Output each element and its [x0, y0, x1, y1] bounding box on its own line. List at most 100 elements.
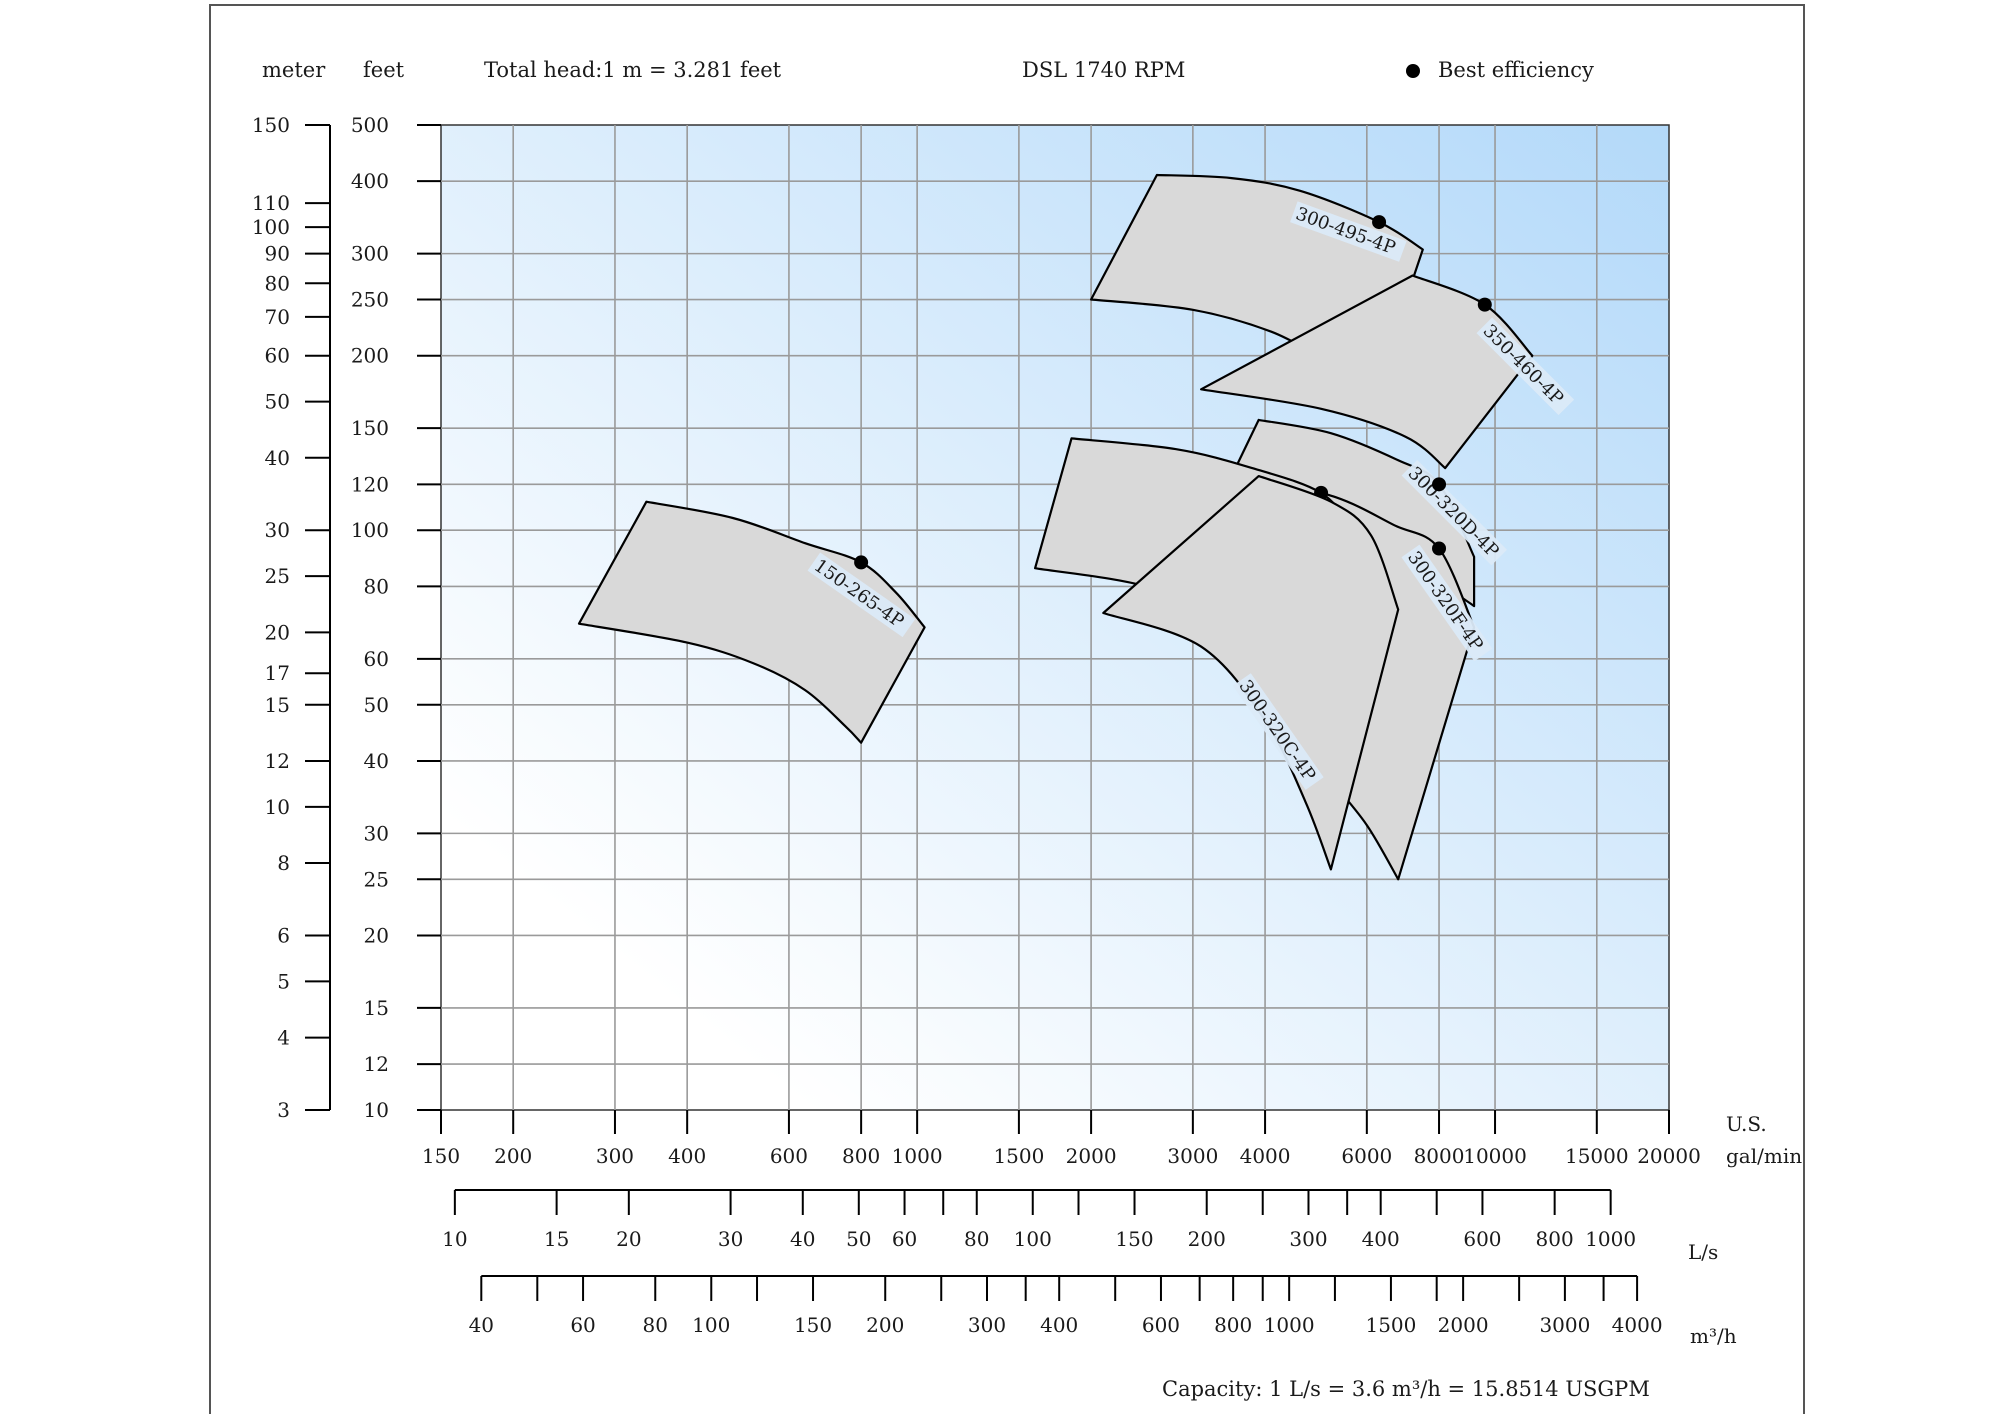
usgpm-unit-line2: gal/min [1726, 1144, 1802, 1168]
usgpm-unit-line1: U.S. [1726, 1112, 1767, 1136]
capacity-note: Capacity: 1 L/s = 3.6 m³/h = 15.8514 USG… [1162, 1377, 1650, 1401]
feet-tick-label-40: 40 [364, 749, 389, 773]
ls-scale-tick-label-80: 80 [964, 1227, 989, 1251]
feet-tick-label-300: 300 [351, 242, 389, 266]
meter-tick-label-17: 17 [265, 661, 290, 685]
bep-marker-300-320f-4p [1432, 541, 1447, 556]
meter-tick-label-80: 80 [265, 271, 290, 295]
ls-scale-tick-label-10: 10 [442, 1227, 467, 1251]
region-150-265-4p [577, 500, 926, 744]
m3h-scale-tick-label-2000: 2000 [1438, 1313, 1489, 1337]
meter-tick-label-150: 150 [252, 113, 290, 137]
feet-tick-label-120: 120 [351, 472, 389, 496]
m3h-scale-tick-label-800: 800 [1214, 1313, 1252, 1337]
usgpm-tick-label-1500: 1500 [993, 1144, 1044, 1168]
performance-regions: 150-265-4P300-495-4P350-460-4P300-320D-4… [577, 173, 1575, 881]
region-label-bg-300-495-4p [1290, 201, 1407, 262]
ls-scale-tick-label-100: 100 [1014, 1227, 1052, 1251]
feet-tick-label-100: 100 [351, 518, 389, 542]
usgpm-tick-label-600: 600 [770, 1144, 808, 1168]
usgpm-tick-label-300: 300 [596, 1144, 634, 1168]
region-label-bg-150-265-4p [807, 552, 916, 638]
region-label-bg-300-320d-4p [1401, 459, 1508, 566]
feet-tick-label-20: 20 [364, 923, 389, 947]
meter-tick-label-6: 6 [277, 923, 290, 947]
chart-title: DSL 1740 RPM [1022, 58, 1185, 82]
usgpm-tick-label-20000: 20000 [1637, 1144, 1701, 1168]
feet-tick-label-10: 10 [364, 1098, 389, 1122]
m3h-scale-tick-label-40: 40 [469, 1313, 494, 1337]
ls-scale-tick-label-300: 300 [1289, 1227, 1327, 1251]
meter-tick-label-25: 25 [265, 564, 290, 588]
feet-tick-label-25: 25 [364, 867, 389, 891]
ls-scale-tick-label-15: 15 [544, 1227, 569, 1251]
m3h-scale-tick-label-1000: 1000 [1264, 1313, 1315, 1337]
ls-scale-tick-label-1000: 1000 [1585, 1227, 1636, 1251]
feet-tick-label-50: 50 [364, 693, 389, 717]
feet-tick-label-250: 250 [351, 288, 389, 312]
feet-tick-label-15: 15 [364, 996, 389, 1020]
usgpm-tick-label-200: 200 [494, 1144, 532, 1168]
meter-tick-label-4: 4 [277, 1026, 290, 1050]
usgpm-tick-label-8000: 8000 [1414, 1144, 1465, 1168]
m3h-scale-tick-label-4000: 4000 [1612, 1313, 1663, 1337]
region-300-320c-4p [1102, 475, 1400, 871]
meter-tick-label-100: 100 [252, 215, 290, 239]
axes: 10 12 15 20 25 30 40 50 60 80 100 120 150 200 250 300 40… [252, 113, 1701, 1337]
bep-marker-350-460-4p [1477, 297, 1492, 312]
ls-scale-tick-label-30: 30 [718, 1227, 743, 1251]
m3h-scale-tick-label-100: 100 [692, 1313, 730, 1337]
region-label-bg-350-460-4p [1476, 317, 1575, 416]
usgpm-tick-label-400: 400 [668, 1144, 706, 1168]
bep-marker-300-495-4p [1372, 215, 1387, 230]
meter-tick-label-15: 15 [265, 693, 290, 717]
meter-tick-label-10: 10 [265, 795, 290, 819]
feet-tick-label-60: 60 [364, 647, 389, 671]
meter-tick-label-110: 110 [252, 191, 290, 215]
meter-tick-label-3: 3 [277, 1098, 290, 1122]
usgpm-tick-label-15000: 15000 [1565, 1144, 1629, 1168]
ls-scale-tick-label-400: 400 [1362, 1227, 1400, 1251]
usgpm-tick-label-800: 800 [842, 1144, 880, 1168]
usgpm-tick-label-10000: 10000 [1463, 1144, 1527, 1168]
usgpm-tick-label-150: 150 [422, 1144, 460, 1168]
meter-tick-label-12: 12 [265, 749, 290, 773]
ls-scale-tick-label-60: 60 [892, 1227, 917, 1251]
meter-tick-label-30: 30 [265, 518, 290, 542]
m3h-scale-tick-label-1500: 1500 [1365, 1313, 1416, 1337]
meter-tick-label-20: 20 [265, 620, 290, 644]
feet-tick-label-30: 30 [364, 821, 389, 845]
meter-tick-label-8: 8 [277, 851, 290, 875]
ls-unit-label: L/s [1688, 1240, 1718, 1264]
m3h-scale-tick-label-300: 300 [968, 1313, 1006, 1337]
usgpm-tick-label-1000: 1000 [892, 1144, 943, 1168]
usgpm-tick-label-4000: 4000 [1240, 1144, 1291, 1168]
meter-tick-label-70: 70 [265, 305, 290, 329]
m3h-scale-tick-label-150: 150 [794, 1313, 832, 1337]
m3h-unit-label: m³/h [1690, 1324, 1737, 1348]
feet-tick-label-200: 200 [351, 344, 389, 368]
m3h-scale-tick-label-80: 80 [643, 1313, 668, 1337]
usgpm-tick-label-2000: 2000 [1066, 1144, 1117, 1168]
m3h-scale-tick-label-3000: 3000 [1539, 1313, 1590, 1337]
ls-scale-tick-label-200: 200 [1188, 1227, 1226, 1251]
feet-tick-label-500: 500 [351, 113, 389, 137]
meter-tick-label-5: 5 [277, 969, 290, 993]
ls-scale-tick-label-600: 600 [1463, 1227, 1501, 1251]
meter-tick-label-40: 40 [265, 446, 290, 470]
bep-marker-300-320d-4p [1432, 477, 1447, 492]
m3h-scale-tick-label-600: 600 [1142, 1313, 1180, 1337]
m3h-scale-tick-label-400: 400 [1040, 1313, 1078, 1337]
m3h-scale-tick-label-200: 200 [866, 1313, 904, 1337]
ls-scale-tick-label-800: 800 [1536, 1227, 1574, 1251]
ls-scale-tick-label-150: 150 [1115, 1227, 1153, 1251]
ls-scale-tick-label-50: 50 [846, 1227, 871, 1251]
bep-marker-150-265-4p [854, 555, 869, 570]
legend-bep-label: Best efficiency [1438, 58, 1594, 82]
feet-tick-label-150: 150 [351, 416, 389, 440]
figure-frame [209, 4, 1805, 1419]
usgpm-tick-label-3000: 3000 [1167, 1144, 1218, 1168]
meter-tick-label-50: 50 [265, 390, 290, 414]
meter-axis-label: meter [262, 58, 326, 82]
